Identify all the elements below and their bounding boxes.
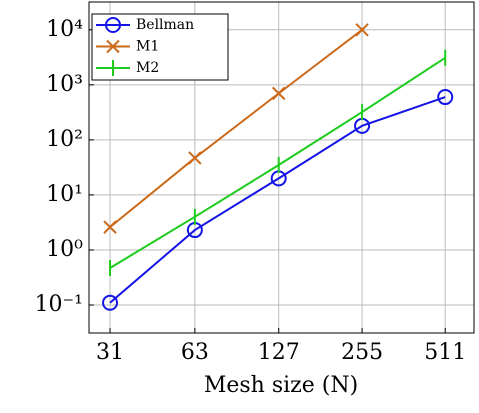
marker bbox=[437, 89, 454, 106]
legend-label: M2 bbox=[136, 60, 159, 76]
series-line bbox=[109, 96, 446, 304]
legend-label: M1 bbox=[136, 39, 159, 55]
x-axis-label: Mesh size (N) bbox=[204, 373, 358, 398]
plot-frame bbox=[88, 1, 475, 334]
x-tick-label: 31 bbox=[96, 340, 124, 365]
x-tick-label: 63 bbox=[181, 340, 209, 365]
marker bbox=[106, 39, 120, 54]
legend-label: Bellman bbox=[136, 17, 194, 33]
series-line bbox=[109, 56, 446, 269]
x-tick-label: 255 bbox=[341, 340, 383, 365]
y-tick-label: 10² bbox=[46, 127, 83, 152]
marker bbox=[105, 17, 121, 33]
marker bbox=[188, 151, 202, 165]
series-line bbox=[109, 29, 363, 228]
marker bbox=[355, 23, 369, 37]
y-tick-label: 10⁰ bbox=[46, 237, 83, 262]
marker bbox=[271, 86, 286, 101]
x-tick-label: 511 bbox=[424, 340, 466, 365]
y-tick-label: 10⁻¹ bbox=[35, 292, 83, 317]
x-tick-label: 127 bbox=[258, 340, 300, 365]
marker bbox=[103, 220, 117, 234]
legend: Bellman M1 M2 bbox=[91, 13, 229, 81]
y-tick-label: 10¹ bbox=[46, 182, 83, 207]
marker bbox=[102, 294, 119, 311]
y-tick-label: 10³ bbox=[46, 72, 83, 97]
y-tick-label: 10⁴ bbox=[46, 17, 83, 42]
